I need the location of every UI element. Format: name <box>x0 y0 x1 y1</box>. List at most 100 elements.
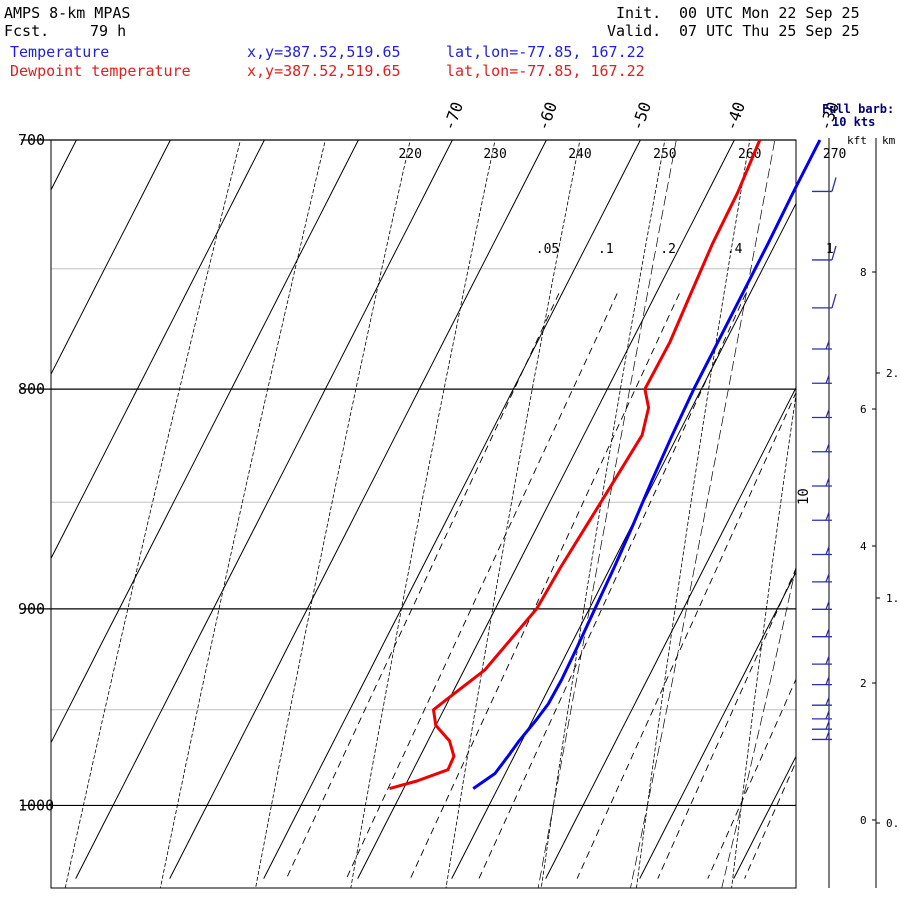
dry-adiabat <box>445 140 581 888</box>
wind-barb <box>812 546 832 556</box>
mixing-ratio-line <box>707 678 796 879</box>
forecast-hours: 79 h <box>90 22 127 40</box>
temp-tick-label: -40 <box>721 99 749 133</box>
isotherm <box>75 140 453 879</box>
theta-label: 250 <box>653 147 676 162</box>
theta-label: 240 <box>568 147 591 162</box>
dry-adiabat <box>731 391 796 888</box>
forecast-label: Fcst. <box>4 22 50 40</box>
plot-frame <box>50 139 797 889</box>
mixing-ratio-label: .4 <box>727 242 743 257</box>
model-name: AMPS 8-km MPAS <box>4 4 131 22</box>
dewpoint-xy: x,y=387.52,519.65 <box>247 62 401 80</box>
isotherm <box>51 140 359 744</box>
isotherm <box>263 140 641 879</box>
km-tick-label: 2. <box>886 367 899 380</box>
init-time: 00 UTC Mon 22 Sep 25 <box>679 4 860 22</box>
theta-label: 260 <box>738 147 761 162</box>
dry-adiabat <box>540 140 666 888</box>
dry-adiabat <box>160 140 326 888</box>
mixing-ratio-line <box>798 293 900 878</box>
temperature-xy: x,y=387.52,519.65 <box>247 43 401 61</box>
pressure-label: 700 <box>18 131 45 149</box>
barb-key-value: 10 kts <box>832 115 875 129</box>
dry-adiabat <box>64 140 241 888</box>
wind-barb <box>812 573 832 583</box>
km-label: km <box>882 134 896 147</box>
dry-adiabat <box>636 140 751 888</box>
wind-barb <box>812 731 832 741</box>
temperature-legend: Temperature <box>10 43 110 61</box>
pressure-label: 800 <box>18 380 45 398</box>
moist-adiabat <box>892 72 900 900</box>
isotherm <box>545 386 796 879</box>
kft-tick-label: 6 <box>860 403 867 416</box>
mixing-ratio-line <box>285 293 560 879</box>
init-label: Init. <box>616 4 662 22</box>
pressure-label: 1000 <box>18 796 54 814</box>
km-tick-label: 1. <box>886 592 899 605</box>
isotherm <box>733 755 796 879</box>
kft-tick-label: 8 <box>860 266 867 279</box>
valid-time: 07 UTC Thu 25 Sep 25 <box>679 22 860 40</box>
wind-barb <box>812 443 832 453</box>
mixing-ratio-line <box>576 391 796 879</box>
mixing-ratio-label: .05 <box>536 242 559 257</box>
dewpoint-latlon: lat,lon=-77.85, 167.22 <box>446 62 645 80</box>
wind-barb <box>812 720 832 730</box>
temp-tick-label: -70 <box>439 99 467 133</box>
barb-key-title: Full barb: <box>822 102 894 116</box>
pressure-label: 900 <box>18 600 45 618</box>
wind-barb <box>812 409 832 419</box>
kft-tick-label: 4 <box>860 540 867 553</box>
isotherm <box>828 140 900 879</box>
mixing-ratio-line <box>478 293 747 879</box>
wind-barb <box>812 628 832 638</box>
dry-adiabat <box>255 140 411 888</box>
isotherm <box>639 571 796 879</box>
sounding-header: AMPS 8-km MPAS Fcst. 79 h Init. 00 UTC M… <box>0 0 900 82</box>
temp-tick-label: -50 <box>627 99 655 133</box>
isotherm <box>357 140 735 879</box>
wind-barb <box>812 696 832 706</box>
mixing-ratio-line <box>345 293 618 879</box>
wind-barb <box>812 477 832 487</box>
temperature-latlon: lat,lon=-77.85, 167.22 <box>446 43 645 61</box>
isotherm <box>169 140 547 879</box>
theta-label: 230 <box>483 147 506 162</box>
isotherm <box>451 202 796 879</box>
isotherm <box>51 140 77 191</box>
wind-barb <box>812 245 837 261</box>
mixing-ratio-label: 1 <box>826 242 834 257</box>
wind-barb <box>812 512 832 521</box>
kft-tick-label: 2 <box>860 677 867 690</box>
wind-barb <box>812 375 832 384</box>
wind-barb <box>812 655 832 665</box>
wind-barb <box>812 177 837 193</box>
moist-adiabat <box>721 565 796 888</box>
mixing-ratio-line <box>409 293 680 879</box>
mixing-ratio-label: .2 <box>660 242 676 257</box>
dewpoint-legend: Dewpoint temperature <box>10 62 191 80</box>
temp-tick-label: -60 <box>533 99 561 133</box>
dry-adiabat <box>826 113 900 896</box>
kft-label: kft <box>847 134 867 147</box>
isotherm <box>51 140 171 376</box>
theta-label: 220 <box>398 147 421 162</box>
background-lines <box>51 72 900 900</box>
mixing-ratio-label: .1 <box>598 242 614 257</box>
mixing-ratio-line <box>744 760 796 879</box>
km-tick-label: 0. <box>886 817 899 830</box>
isotherm <box>51 140 265 560</box>
dry-adiabat <box>350 140 496 888</box>
theta-label: 270 <box>823 147 846 162</box>
wind-barb <box>812 293 837 309</box>
wind-barb <box>812 340 832 350</box>
annotation-label: 10 <box>796 488 812 505</box>
wind-barb <box>812 601 832 610</box>
wind-barb <box>812 676 832 686</box>
temperature-profile <box>472 139 822 790</box>
valid-label: Valid. <box>607 22 662 40</box>
wind-barb <box>812 710 832 720</box>
